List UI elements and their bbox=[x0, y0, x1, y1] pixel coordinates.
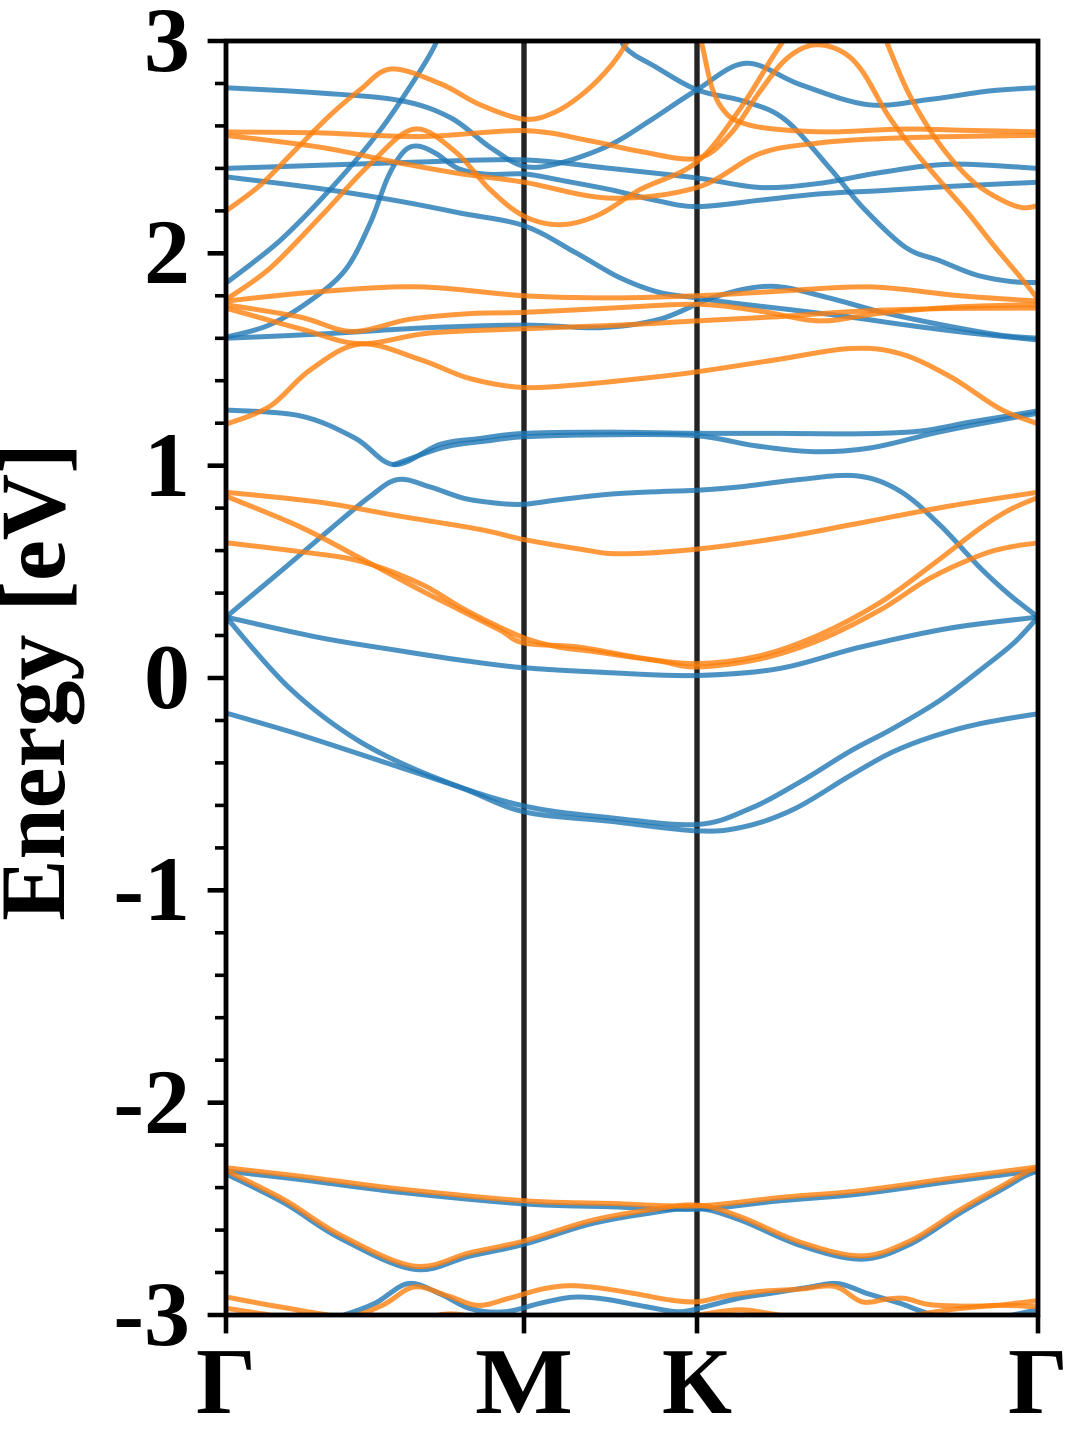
svg-text:Γ: Γ bbox=[196, 1330, 256, 1434]
svg-text:1: 1 bbox=[144, 414, 190, 516]
svg-text:Energy [eV]: Energy [eV] bbox=[0, 443, 84, 921]
svg-text:M: M bbox=[475, 1330, 573, 1434]
svg-text:-1: -1 bbox=[113, 838, 190, 940]
svg-text:2: 2 bbox=[144, 201, 190, 303]
svg-text:0: 0 bbox=[144, 626, 190, 728]
svg-text:K: K bbox=[662, 1330, 732, 1434]
svg-text:Γ: Γ bbox=[1008, 1330, 1068, 1434]
svg-text:-2: -2 bbox=[113, 1051, 190, 1153]
svg-text:3: 3 bbox=[144, 0, 190, 91]
svg-text:-3: -3 bbox=[113, 1263, 190, 1365]
